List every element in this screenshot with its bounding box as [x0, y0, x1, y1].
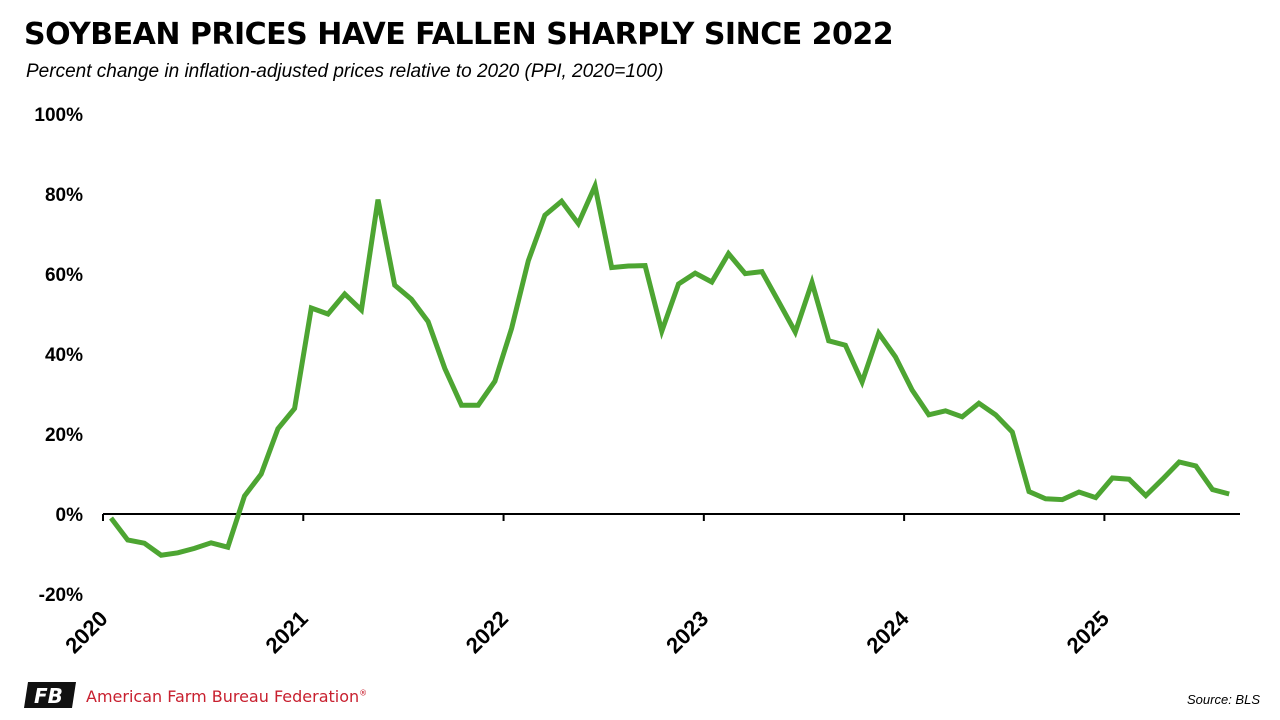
x-tick-label: 2024: [861, 605, 914, 658]
x-tick-label: 2021: [261, 606, 313, 658]
line-chart: 100%80%60%40%20%0%-20% 2020 2021 2022 2023 2…: [34, 105, 1240, 658]
y-tick-label: -20%: [39, 585, 83, 606]
chart-subtitle: Percent change in inflation-adjusted pri…: [26, 61, 664, 82]
y-tick-label: 60%: [45, 265, 83, 286]
x-axis-tick-labels: 2020 2021 2022 2023 2024 2025: [60, 605, 1114, 658]
x-tick-label: 2023: [661, 606, 713, 658]
x-tick-label: 2025: [1062, 606, 1114, 658]
organization-name-text: American Farm Bureau Federation: [86, 687, 360, 706]
y-tick-label: 100%: [34, 105, 83, 126]
y-axis-tick-labels: 100% 80% 60% 40% 20% 0% -20%: [34, 105, 83, 606]
organization-name: American Farm Bureau Federation®: [86, 687, 367, 706]
x-axis-tick-marks: [102, 514, 1106, 521]
data-points: [109, 184, 1232, 558]
series-line: [109, 177, 1230, 558]
y-tick-label: 20%: [45, 425, 83, 446]
x-tick-label: 2022: [461, 606, 513, 658]
chart-title: SOYBEAN PRICES HAVE FALLEN SHARPLY SINCE…: [24, 17, 894, 52]
registered-mark: ®: [359, 688, 368, 698]
source-note: Source: BLS: [1187, 692, 1260, 707]
y-tick-label: 0%: [56, 505, 84, 526]
y-tick-label: 80%: [45, 185, 83, 206]
x-tick-label: 2020: [60, 606, 112, 658]
afbf-logo: FB: [24, 682, 76, 708]
y-tick-label: 40%: [45, 345, 83, 366]
afbf-logo-text: FB: [34, 684, 63, 708]
